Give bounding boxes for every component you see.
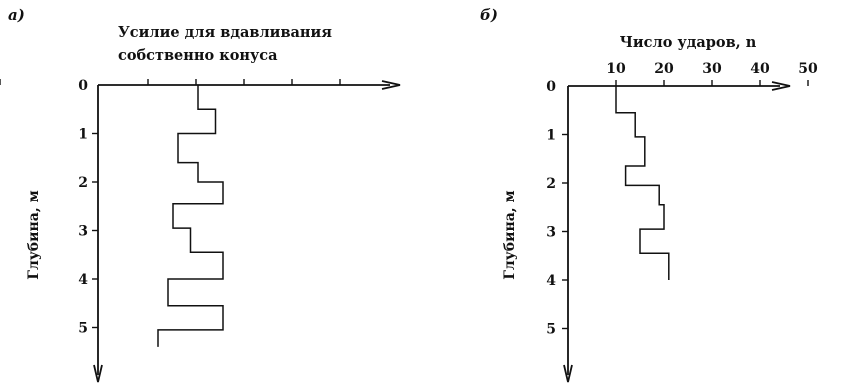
profile-series-line	[157, 85, 224, 347]
y-axis-arrowhead	[563, 364, 573, 383]
y-tick-label: 1	[546, 128, 556, 144]
y-tick-label: 1	[78, 127, 88, 143]
y-tick-label: 4	[78, 272, 88, 288]
panel-label: а)	[8, 6, 25, 24]
x-tick-label: 30	[702, 61, 722, 77]
y-tick-label: 2	[546, 176, 556, 192]
y-tick-label: 5	[546, 322, 556, 338]
y-tick-label: 3	[546, 225, 556, 241]
chart-panel-1: а) Усилие для вдавливания собственно конус…	[0, 6, 401, 383]
x-tick-label: 20	[654, 61, 674, 77]
x-axis-arrowhead	[381, 80, 401, 90]
y-tick-label: 5	[78, 321, 88, 337]
y-axis-arrowhead	[93, 364, 103, 383]
y-tick-label: 0	[78, 78, 88, 94]
x-tick-label: 50	[798, 61, 818, 77]
chart-title-line: Число ударов, n	[620, 34, 757, 51]
chart-panel-2: б) Число ударов, n 0 1 2 3 4 5 10 20 30 40 50 Глубина…	[480, 6, 818, 383]
x-tick-label: 10	[606, 61, 626, 77]
y-axis-label: Глубина, м	[26, 190, 42, 279]
x-tick-label: 40	[750, 61, 770, 77]
y-axis-label: Глубина, м	[502, 190, 518, 279]
y-tick-label: 3	[78, 224, 88, 240]
chart-title-line: собственно конуса	[118, 47, 278, 64]
profile-series-line	[615, 86, 670, 280]
chart-title-line: Усилие для вдавливания	[118, 24, 332, 41]
x-axis-arrowhead	[771, 81, 791, 91]
panel-label: б)	[480, 6, 498, 24]
y-tick-label: 4	[546, 273, 556, 289]
y-tick-label: 2	[78, 175, 88, 191]
y-tick-label: 0	[546, 79, 556, 95]
